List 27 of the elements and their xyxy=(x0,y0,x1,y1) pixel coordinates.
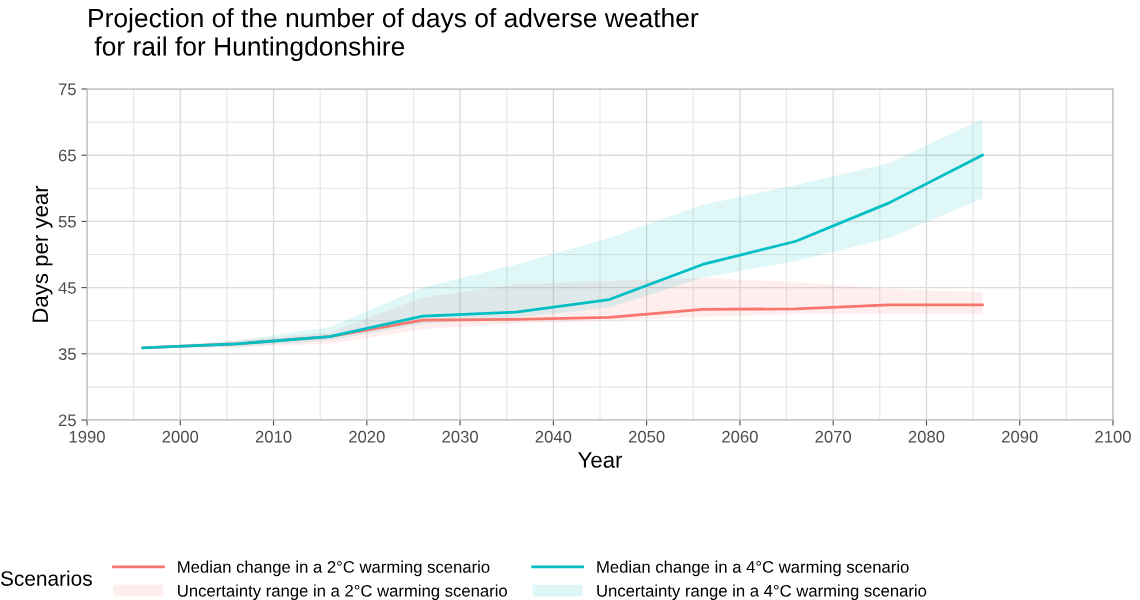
y-tick-label: 35 xyxy=(58,348,76,360)
text: Uncertainty range in a 2°C warming scenario xyxy=(178,584,507,600)
x-axis-title: Year xyxy=(578,452,623,468)
x-tick-label: 2020 xyxy=(349,430,385,443)
x-tick-label: 2050 xyxy=(628,430,665,443)
x-tick-label: 2030 xyxy=(442,430,478,443)
y-tick-label: 45 xyxy=(58,282,76,294)
line-series xyxy=(141,153,984,350)
x-tick-label: 2060 xyxy=(722,430,758,443)
text: Uncertainty range in a 4°C warming scenario xyxy=(597,584,927,600)
chart-title: Projection of the number of days of adverse weather for rail for Huntingdonshire xyxy=(89,8,699,62)
x-tick-label: 2080 xyxy=(908,430,945,443)
x-tick-label: 2070 xyxy=(815,430,852,443)
x-tick-label: 1990 xyxy=(69,430,105,443)
y-tick-label: 55 xyxy=(58,215,76,228)
legend-label: Median change in a 2°C warming scenario xyxy=(178,560,490,577)
y-tick-label: 25 xyxy=(58,414,76,427)
y-axis-title: Days per year xyxy=(32,185,53,322)
x-tick-label: 2040 xyxy=(535,430,572,443)
x-tick-label: 2100 xyxy=(1095,430,1131,443)
y-tick-label: 65 xyxy=(58,149,76,162)
x-tick-label: 2000 xyxy=(162,430,199,443)
legend-label: Median change in a 4°C warming scenario xyxy=(597,560,909,577)
y-tick-label: 75 xyxy=(58,83,76,96)
legend-title: Scenarios xyxy=(0,570,92,586)
x-tick-label: 2010 xyxy=(255,430,292,443)
x-tick-label: 2090 xyxy=(1002,430,1038,443)
